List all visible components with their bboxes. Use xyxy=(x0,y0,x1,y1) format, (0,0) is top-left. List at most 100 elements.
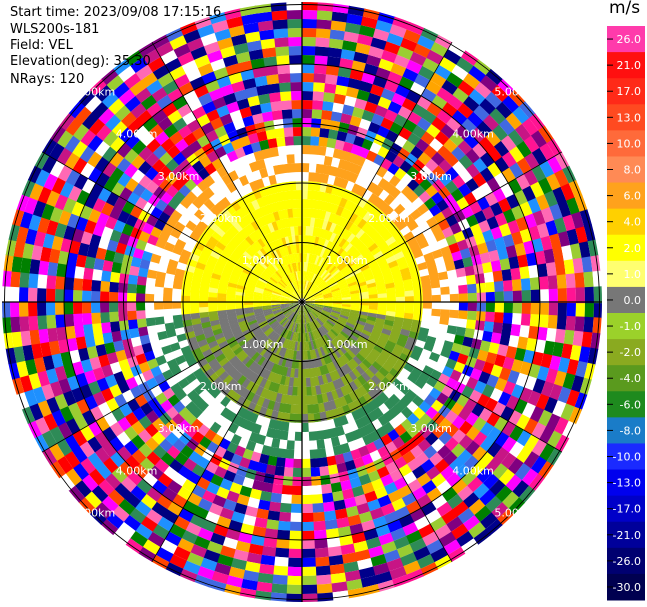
velocity-gate xyxy=(291,313,297,323)
velocity-gate xyxy=(288,377,295,387)
velocity-gate xyxy=(235,304,245,310)
velocity-gate xyxy=(554,328,566,345)
velocity-gate xyxy=(278,365,285,376)
velocity-gate xyxy=(243,560,261,573)
velocity-gate xyxy=(305,298,315,302)
velocity-gate xyxy=(193,383,206,396)
velocity-gate xyxy=(286,154,296,164)
velocity-gate xyxy=(205,481,220,495)
velocity-gate xyxy=(117,460,134,477)
velocity-gate xyxy=(353,205,364,216)
velocity-gate xyxy=(395,302,405,308)
velocity-gate xyxy=(198,388,211,401)
velocity-gate xyxy=(96,376,110,392)
velocity-gate xyxy=(352,378,363,389)
velocity-gate xyxy=(241,398,252,410)
velocity-gate xyxy=(387,382,399,395)
velocity-gate xyxy=(299,280,302,290)
velocity-gate xyxy=(514,123,532,142)
velocity-gate xyxy=(291,262,296,273)
velocity-gate xyxy=(548,302,558,317)
velocity-gate xyxy=(144,241,156,254)
velocity-gate xyxy=(322,292,332,297)
velocity-gate xyxy=(223,246,234,256)
velocity-gate xyxy=(327,278,336,286)
velocity-gate xyxy=(214,414,227,427)
velocity-gate xyxy=(549,203,563,222)
velocity-gate xyxy=(160,49,179,65)
velocity-gate xyxy=(166,501,183,516)
velocity-gate xyxy=(199,311,210,319)
velocity-gate xyxy=(162,79,180,95)
velocity-gate xyxy=(394,411,408,425)
velocity-gate xyxy=(290,322,296,332)
velocity-gate xyxy=(278,268,286,277)
velocity-gate xyxy=(263,120,276,131)
velocity-gate xyxy=(358,311,369,317)
velocity-gate xyxy=(42,232,55,249)
velocity-gate xyxy=(323,298,333,301)
velocity-gate xyxy=(268,446,279,458)
velocity-gate xyxy=(561,245,573,262)
velocity-gate xyxy=(362,189,374,201)
velocity-gate xyxy=(302,244,306,254)
velocity-gate xyxy=(129,384,143,399)
velocity-gate xyxy=(58,377,72,394)
velocity-gate xyxy=(336,216,346,227)
velocity-gate xyxy=(409,508,426,523)
velocity-gate xyxy=(383,398,396,411)
velocity-gate xyxy=(209,473,224,487)
velocity-gate xyxy=(514,242,527,258)
velocity-gate xyxy=(417,523,435,539)
velocity-gate xyxy=(377,403,390,415)
velocity-gate xyxy=(270,583,288,594)
velocity-gate xyxy=(329,29,346,41)
velocity-gate xyxy=(388,198,401,211)
velocity-gate xyxy=(289,340,294,350)
velocity-gate xyxy=(263,379,272,390)
velocity-gate xyxy=(287,163,296,173)
velocity-gate xyxy=(485,91,503,110)
velocity-gate xyxy=(414,73,431,89)
velocity-gate xyxy=(502,279,513,293)
velocity-gate xyxy=(226,308,236,314)
velocity-gate xyxy=(308,172,317,182)
velocity-gate xyxy=(274,286,283,293)
velocity-gate xyxy=(167,87,184,103)
velocity-gate xyxy=(192,105,207,120)
velocity-gate xyxy=(494,302,504,314)
velocity-gate xyxy=(227,282,238,289)
velocity-gate xyxy=(240,69,256,81)
velocity-gate xyxy=(389,225,401,237)
velocity-gate xyxy=(275,248,283,259)
velocity-gate xyxy=(270,183,280,194)
velocity-gate xyxy=(291,304,300,311)
velocity-gate xyxy=(292,377,299,387)
velocity-gate xyxy=(454,463,471,480)
velocity-gate xyxy=(557,288,567,304)
velocity-gate xyxy=(292,208,298,218)
colorbar-unit: m/s xyxy=(609,0,641,18)
velocity-gate xyxy=(244,298,254,302)
velocity-gate xyxy=(314,421,323,432)
velocity-gate xyxy=(267,317,277,324)
velocity-gate xyxy=(275,335,282,345)
velocity-gate xyxy=(445,234,458,247)
velocity-gate xyxy=(259,139,270,151)
velocity-gate xyxy=(323,273,332,282)
velocity-gate xyxy=(74,324,85,338)
velocity-gate xyxy=(48,339,61,356)
velocity-gate xyxy=(116,445,132,462)
velocity-gate xyxy=(260,236,269,246)
velocity-gate xyxy=(228,24,247,38)
velocity-gate xyxy=(317,280,326,288)
velocity-gate xyxy=(86,435,103,453)
velocity-gate xyxy=(327,280,337,287)
velocity-gate xyxy=(267,280,277,287)
velocity-gate xyxy=(182,208,195,221)
velocity-gate xyxy=(570,243,582,261)
velocity-gate xyxy=(211,272,222,281)
velocity-gate xyxy=(95,84,114,102)
velocity-gate xyxy=(289,303,299,307)
velocity-gate xyxy=(446,269,458,280)
